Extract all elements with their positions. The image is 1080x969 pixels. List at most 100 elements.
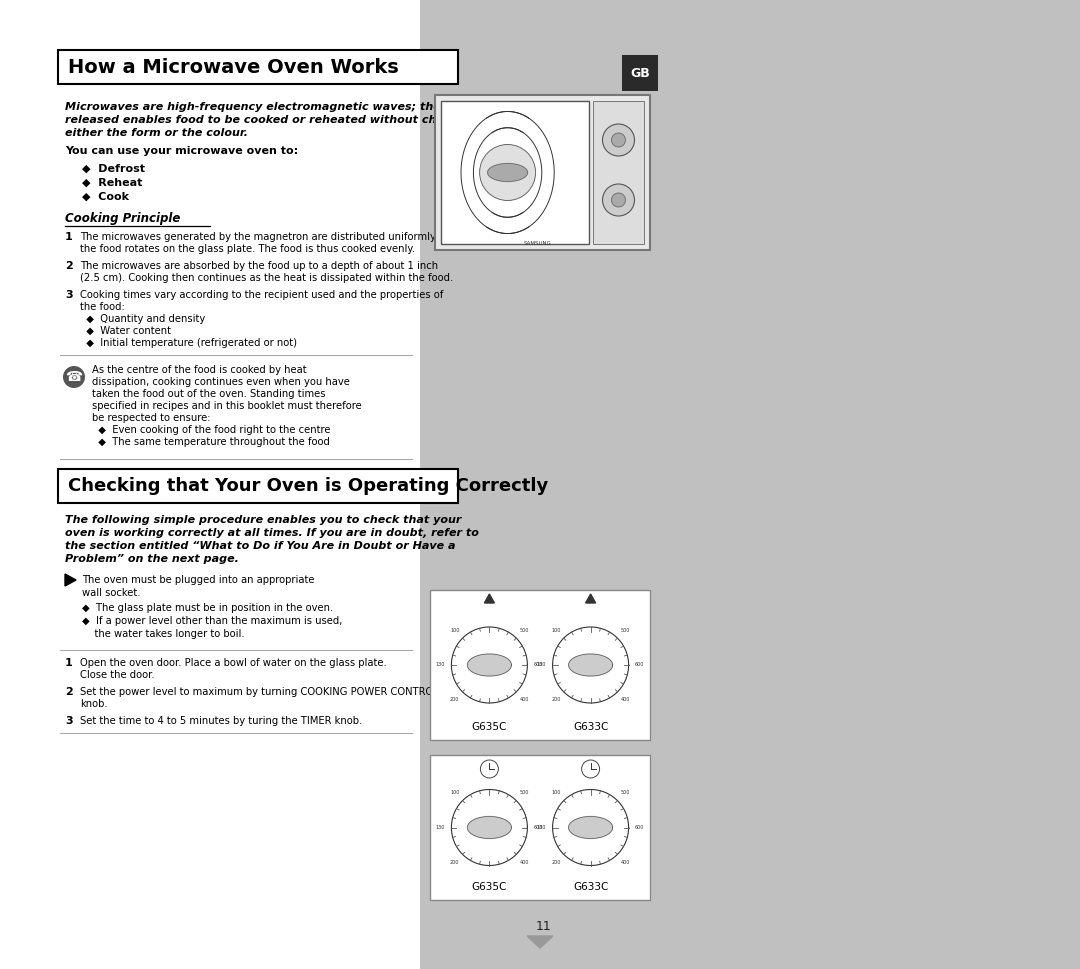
Polygon shape — [485, 594, 495, 603]
Text: 100: 100 — [551, 628, 561, 633]
Circle shape — [480, 144, 536, 201]
Text: Set the power level to maximum by turning COOKING POWER CONTROL: Set the power level to maximum by turnin… — [80, 687, 438, 697]
Text: 500: 500 — [621, 791, 630, 796]
Text: released enables food to be cooked or reheated without changing: released enables food to be cooked or re… — [65, 115, 480, 125]
Text: 2: 2 — [65, 261, 72, 271]
Text: ◆  Even cooking of the food right to the centre: ◆ Even cooking of the food right to the … — [92, 425, 330, 435]
Text: 200: 200 — [551, 697, 561, 703]
Text: The microwaves generated by the magnetron are distributed uniformly as: The microwaves generated by the magnetro… — [80, 232, 450, 242]
Text: ◆  Water content: ◆ Water content — [80, 326, 171, 336]
Text: 200: 200 — [450, 860, 459, 864]
Circle shape — [603, 124, 635, 156]
Text: 2: 2 — [65, 687, 72, 697]
Text: 100: 100 — [450, 791, 459, 796]
Text: 1: 1 — [65, 658, 72, 668]
Text: 200: 200 — [450, 697, 459, 703]
Text: specified in recipes and in this booklet must therefore: specified in recipes and in this booklet… — [92, 401, 362, 411]
Polygon shape — [468, 654, 512, 676]
Text: G633C: G633C — [572, 882, 608, 892]
Circle shape — [63, 366, 85, 388]
Text: 500: 500 — [519, 628, 529, 633]
Text: Problem” on the next page.: Problem” on the next page. — [65, 554, 239, 564]
Bar — [435, 95, 650, 250]
Bar — [58, 469, 458, 503]
Text: 400: 400 — [621, 697, 630, 703]
Text: ◆  Reheat: ◆ Reheat — [82, 178, 143, 188]
Text: 400: 400 — [519, 860, 529, 864]
Text: 100: 100 — [450, 628, 459, 633]
Bar — [441, 101, 589, 244]
Text: the water takes longer to boil.: the water takes longer to boil. — [82, 629, 245, 639]
Text: 130: 130 — [537, 825, 546, 830]
Polygon shape — [568, 654, 612, 676]
Text: 400: 400 — [621, 860, 630, 864]
Text: Cooking times vary according to the recipient used and the properties of: Cooking times vary according to the reci… — [80, 290, 444, 300]
Polygon shape — [568, 817, 612, 838]
Text: 130: 130 — [435, 825, 445, 830]
Text: 130: 130 — [435, 663, 445, 668]
Circle shape — [611, 193, 625, 207]
Text: How a Microwave Oven Works: How a Microwave Oven Works — [68, 57, 399, 77]
Text: Microwaves are high-frequency electromagnetic waves; the energy: Microwaves are high-frequency electromag… — [65, 102, 488, 112]
Text: ◆  The same temperature throughout the food: ◆ The same temperature throughout the fo… — [92, 437, 329, 447]
Text: ◆  The glass plate must be in position in the oven.: ◆ The glass plate must be in position in… — [82, 603, 334, 613]
Text: Open the oven door. Place a bowl of water on the glass plate.: Open the oven door. Place a bowl of wate… — [80, 658, 387, 668]
Circle shape — [481, 760, 498, 778]
Text: 1: 1 — [65, 232, 72, 242]
Text: You can use your microwave oven to:: You can use your microwave oven to: — [65, 146, 298, 156]
Text: 3: 3 — [65, 716, 72, 726]
Bar — [420, 0, 1080, 969]
Text: Close the door.: Close the door. — [80, 670, 154, 680]
Polygon shape — [65, 574, 76, 586]
Text: ◆  Quantity and density: ◆ Quantity and density — [80, 314, 205, 324]
Text: As the centre of the food is cooked by heat: As the centre of the food is cooked by h… — [92, 365, 307, 375]
Text: 3: 3 — [65, 290, 72, 300]
Text: the section entitled “What to Do if You Are in Doubt or Have a: the section entitled “What to Do if You … — [65, 541, 456, 551]
Text: wall socket.: wall socket. — [82, 588, 140, 598]
Text: the food rotates on the glass plate. The food is thus cooked evenly.: the food rotates on the glass plate. The… — [80, 244, 415, 254]
Text: dissipation, cooking continues even when you have: dissipation, cooking continues even when… — [92, 377, 350, 387]
Bar — [58, 50, 458, 84]
Bar — [430, 755, 650, 900]
Text: 200: 200 — [551, 860, 561, 864]
Polygon shape — [585, 594, 595, 603]
Text: Checking that Your Oven is Operating Correctly: Checking that Your Oven is Operating Cor… — [68, 477, 549, 495]
Text: 400: 400 — [519, 697, 529, 703]
Text: (2.5 cm). Cooking then continues as the heat is dissipated within the food.: (2.5 cm). Cooking then continues as the … — [80, 273, 454, 283]
Circle shape — [611, 133, 625, 147]
Text: ☎: ☎ — [66, 370, 83, 384]
Text: 600: 600 — [534, 663, 543, 668]
Text: 500: 500 — [519, 791, 529, 796]
Text: GB: GB — [630, 67, 650, 79]
Text: either the form or the colour.: either the form or the colour. — [65, 128, 248, 138]
Polygon shape — [488, 164, 528, 181]
Text: 100: 100 — [551, 791, 561, 796]
Text: oven is working correctly at all times. If you are in doubt, refer to: oven is working correctly at all times. … — [65, 528, 478, 538]
Text: Set the time to 4 to 5 minutes by turing the TIMER knob.: Set the time to 4 to 5 minutes by turing… — [80, 716, 362, 726]
Bar — [430, 590, 650, 740]
Text: 11: 11 — [536, 920, 552, 932]
Text: Cooking Principle: Cooking Principle — [65, 212, 180, 225]
Text: 600: 600 — [635, 663, 645, 668]
Text: The oven must be plugged into an appropriate: The oven must be plugged into an appropr… — [82, 575, 314, 585]
Polygon shape — [468, 817, 512, 838]
Bar — [593, 101, 644, 244]
Text: the food:: the food: — [80, 302, 125, 312]
Text: G633C: G633C — [572, 722, 608, 732]
Text: 600: 600 — [635, 825, 645, 830]
Text: The following simple procedure enables you to check that your: The following simple procedure enables y… — [65, 515, 461, 525]
Text: 600: 600 — [534, 825, 543, 830]
Text: SAMSUNG: SAMSUNG — [524, 241, 552, 246]
Bar — [622, 55, 658, 91]
Text: ◆  If a power level other than the maximum is used,: ◆ If a power level other than the maximu… — [82, 616, 342, 626]
Text: ◆  Initial temperature (refrigerated or not): ◆ Initial temperature (refrigerated or n… — [80, 338, 297, 348]
Text: ◆  Cook: ◆ Cook — [82, 192, 129, 202]
Circle shape — [582, 760, 599, 778]
Text: be respected to ensure:: be respected to ensure: — [92, 413, 211, 423]
Text: 130: 130 — [537, 663, 546, 668]
Circle shape — [603, 184, 635, 216]
Text: G635C: G635C — [472, 722, 508, 732]
Text: G635C: G635C — [472, 882, 508, 892]
Text: 500: 500 — [621, 628, 630, 633]
Text: The microwaves are absorbed by the food up to a depth of about 1 inch: The microwaves are absorbed by the food … — [80, 261, 438, 271]
